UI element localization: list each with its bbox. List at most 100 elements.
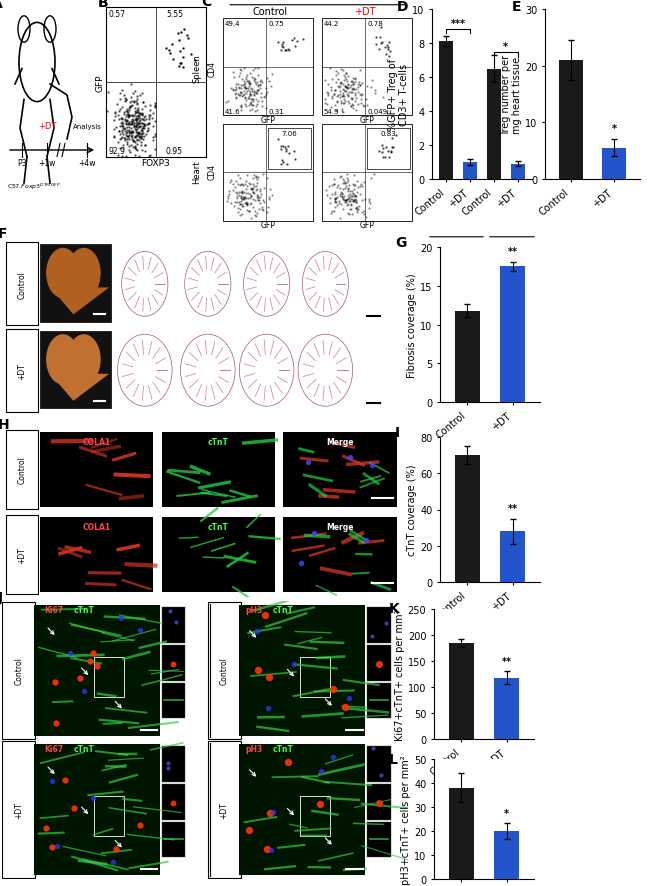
Bar [162,784,185,820]
Point [335,63,346,77]
Point [341,81,351,95]
Point [126,108,136,122]
Point [282,158,293,172]
Point [262,842,272,856]
Ellipse shape [46,335,80,385]
Text: 0.83: 0.83 [381,131,396,137]
Point [136,128,146,142]
Point [356,97,366,112]
Point [174,57,185,71]
Point [114,120,125,134]
Point [177,60,188,74]
Point [237,200,248,214]
Point [117,100,127,114]
Point [343,90,353,105]
Point [341,84,352,98]
Point [133,118,143,132]
Point [380,617,391,631]
Point [131,114,141,128]
Point [339,81,350,95]
Point [140,144,150,159]
FancyBboxPatch shape [2,602,34,739]
Point [329,205,339,219]
Point [144,109,155,123]
Point [332,95,343,109]
Point [122,127,132,141]
Point [252,625,262,639]
Point [348,193,359,207]
Point [351,196,361,210]
Ellipse shape [314,268,337,300]
Point [120,96,130,110]
Y-axis label: Ki67+cTnT+ cells per mm²: Ki67+cTnT+ cells per mm² [395,609,405,740]
Point [380,152,390,166]
Point [133,133,144,147]
Point [320,183,331,198]
Point [120,133,131,147]
Point [128,114,138,128]
Point [233,206,243,220]
Point [116,119,127,133]
Point [346,202,356,216]
Point [335,171,346,185]
Text: +DT: +DT [18,547,26,563]
Point [346,92,356,106]
Point [383,41,393,55]
Point [123,107,133,121]
Point [138,111,149,125]
Point [249,169,259,183]
Point [246,183,256,197]
Point [124,116,135,130]
Point [353,86,363,100]
Point [139,118,150,132]
Point [266,68,277,82]
Point [350,73,361,87]
Point [350,193,360,207]
Point [259,609,270,623]
Point [136,131,146,145]
Point [375,31,385,45]
Point [240,82,251,96]
Point [244,198,255,212]
Point [337,173,348,187]
Point [322,78,333,92]
Point [243,91,254,105]
Point [341,89,352,103]
Point [125,122,136,136]
Point [110,107,120,121]
Point [381,48,391,62]
Point [248,182,259,196]
Point [239,62,250,76]
Text: Control: Control [18,270,27,299]
Text: 7.06: 7.06 [282,131,298,137]
Point [240,80,250,94]
Point [128,141,138,155]
Point [229,83,240,97]
Point [232,187,242,201]
Point [117,126,127,140]
Point [335,186,346,200]
Point [133,121,144,136]
Point [148,106,158,120]
Point [231,78,241,92]
Ellipse shape [46,248,80,299]
Text: H: H [0,417,9,431]
Point [114,113,124,127]
Point [162,761,173,775]
Point [244,177,255,191]
Point [136,108,147,122]
Text: 0.049: 0.049 [367,109,387,114]
Point [273,133,283,147]
Point [123,130,133,144]
Point [387,141,397,155]
Point [371,31,382,45]
Point [333,89,343,103]
Point [119,105,129,120]
Point [336,97,346,111]
Point [331,75,341,89]
Point [281,43,291,58]
Point [140,128,151,143]
Point [362,81,372,95]
Text: +DT: +DT [220,801,229,818]
Point [339,90,349,105]
